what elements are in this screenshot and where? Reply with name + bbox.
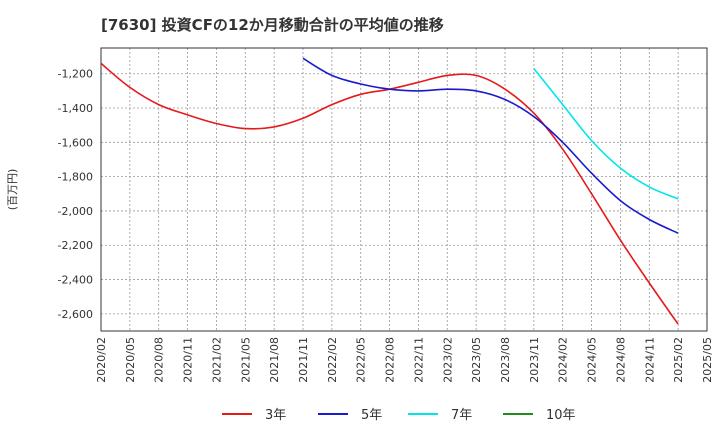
- x-tick-label: 2020/08: [153, 337, 166, 383]
- series-line-3: [533, 68, 679, 200]
- x-tick-label: 2020/05: [124, 337, 137, 383]
- x-tick-label: 2025/02: [672, 337, 685, 383]
- x-tick-label: 2022/05: [355, 337, 368, 383]
- x-tick-label: 2025/05: [701, 337, 714, 383]
- y-tick-label: -2,400: [58, 274, 93, 287]
- x-tick-label: 2023/05: [470, 337, 483, 383]
- x-tick-label: 2022/02: [326, 337, 339, 383]
- x-tick-label: 2021/11: [297, 337, 310, 383]
- x-tick-label: 2024/11: [643, 337, 656, 383]
- legend: 3年 5年 7年 10年: [222, 408, 576, 423]
- x-tick-label: 2024/02: [557, 337, 570, 383]
- grid: [100, 48, 708, 331]
- x-tick-label: 2021/05: [239, 337, 252, 383]
- y-axis-label: (百万円): [6, 169, 19, 211]
- legend-label: 3年: [265, 408, 286, 423]
- y-tick-label: -2,200: [58, 239, 93, 252]
- x-tick-label: 2021/08: [268, 337, 281, 383]
- x-tick-label: 2022/08: [384, 337, 397, 383]
- legend-label: 10年: [546, 408, 576, 423]
- legend-label: 7年: [451, 408, 472, 423]
- y-tick-label: -2,000: [58, 205, 93, 218]
- x-tick-label: 2024/05: [586, 337, 599, 383]
- x-tick-label: 2020/11: [182, 337, 195, 383]
- x-axis: 2020/02 2020/05 2020/08 2020/11 2021/02 2021/…: [95, 337, 714, 383]
- y-tick-label: -2,600: [58, 308, 93, 321]
- plot-area: [100, 47, 708, 332]
- x-tick-label: 2022/11: [412, 337, 425, 383]
- x-tick-label: 2023/08: [499, 337, 512, 383]
- series-lines: [100, 57, 679, 325]
- x-tick-label: 2020/02: [95, 337, 108, 383]
- series-line-2: [302, 57, 679, 234]
- x-tick-label: 2023/11: [528, 337, 541, 383]
- y-tick-label: -1,600: [58, 136, 93, 149]
- y-tick-label: -1,400: [58, 102, 93, 115]
- x-tick-label: 2024/08: [614, 337, 627, 383]
- y-tick-label: -1,800: [58, 171, 93, 184]
- chart-title: [7630] 投資CFの12か月移動合計の平均値の推移: [101, 16, 444, 34]
- y-axis: -1,200 -1,400 -1,600 -1,800 -2,000 -2,200 -2,4…: [58, 68, 93, 321]
- legend-label: 5年: [361, 408, 382, 423]
- x-tick-label: 2021/02: [210, 337, 223, 383]
- x-tick-label: 2023/02: [441, 337, 454, 383]
- y-tick-label: -1,200: [58, 68, 93, 81]
